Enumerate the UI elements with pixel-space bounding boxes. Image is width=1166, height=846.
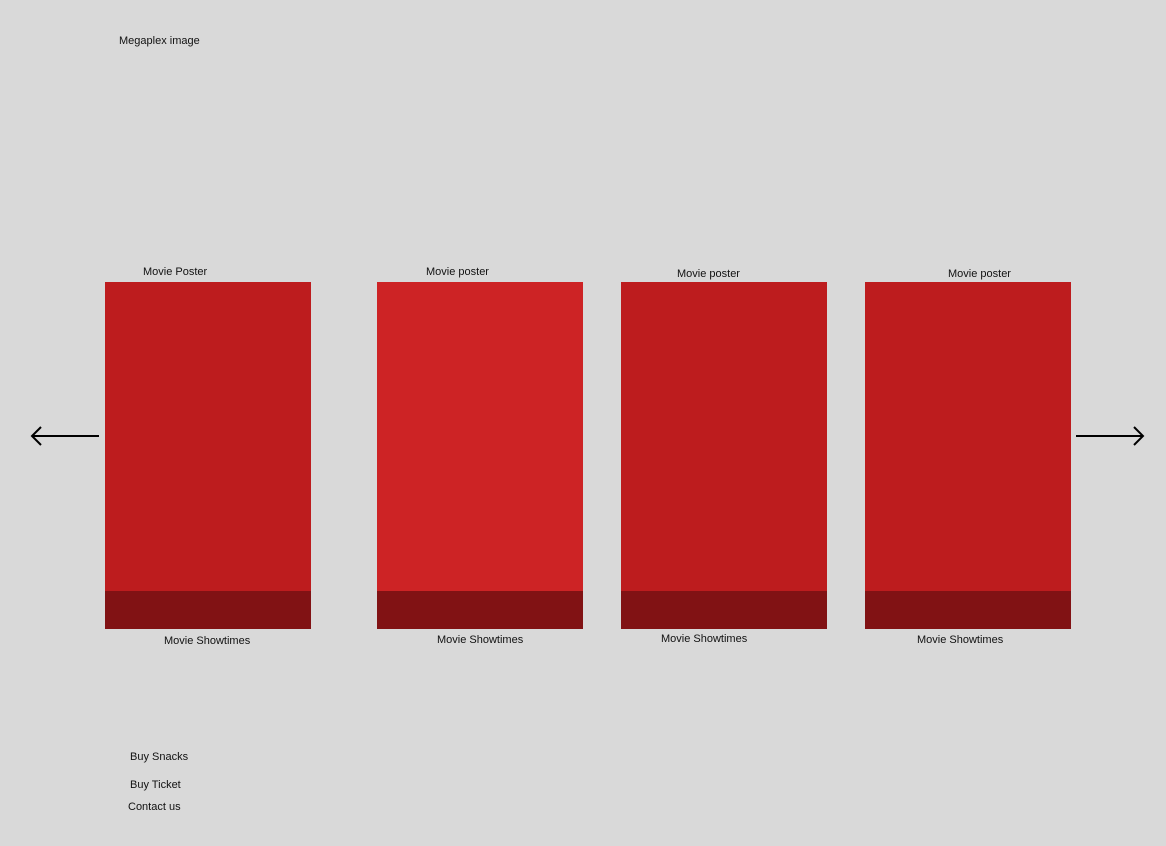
movie-poster-label: Movie Poster — [143, 266, 208, 278]
movie-poster-label: Movie poster — [948, 268, 1011, 280]
movie-poster[interactable] — [105, 282, 311, 591]
movie-showtimes-label: Movie Showtimes — [917, 634, 1004, 646]
movie-showtimes-bar[interactable] — [621, 591, 827, 629]
movie-showtimes-label: Movie Showtimes — [437, 634, 524, 646]
movie-poster[interactable] — [865, 282, 1071, 591]
buy-snacks-link[interactable]: Buy Snacks — [130, 751, 189, 763]
carousel-next-button[interactable] — [1074, 424, 1146, 448]
movie-showtimes-label: Movie Showtimes — [164, 635, 251, 647]
movie-showtimes-bar[interactable] — [865, 591, 1071, 629]
movie-poster[interactable] — [377, 282, 583, 591]
movie-showtimes-bar[interactable] — [105, 591, 311, 629]
megaplex-image-placeholder: Megaplex image — [119, 35, 200, 47]
movie-showtimes-label: Movie Showtimes — [661, 633, 748, 645]
contact-us-link[interactable]: Contact us — [128, 801, 181, 813]
movie-poster[interactable] — [621, 282, 827, 591]
movie-poster-label: Movie poster — [677, 268, 740, 280]
arrow-left-icon — [29, 424, 101, 448]
carousel-prev-button[interactable] — [29, 424, 101, 448]
movie-showtimes-bar[interactable] — [377, 591, 583, 629]
arrow-right-icon — [1074, 424, 1146, 448]
buy-ticket-link[interactable]: Buy Ticket — [130, 779, 181, 791]
movie-poster-label: Movie poster — [426, 266, 489, 278]
